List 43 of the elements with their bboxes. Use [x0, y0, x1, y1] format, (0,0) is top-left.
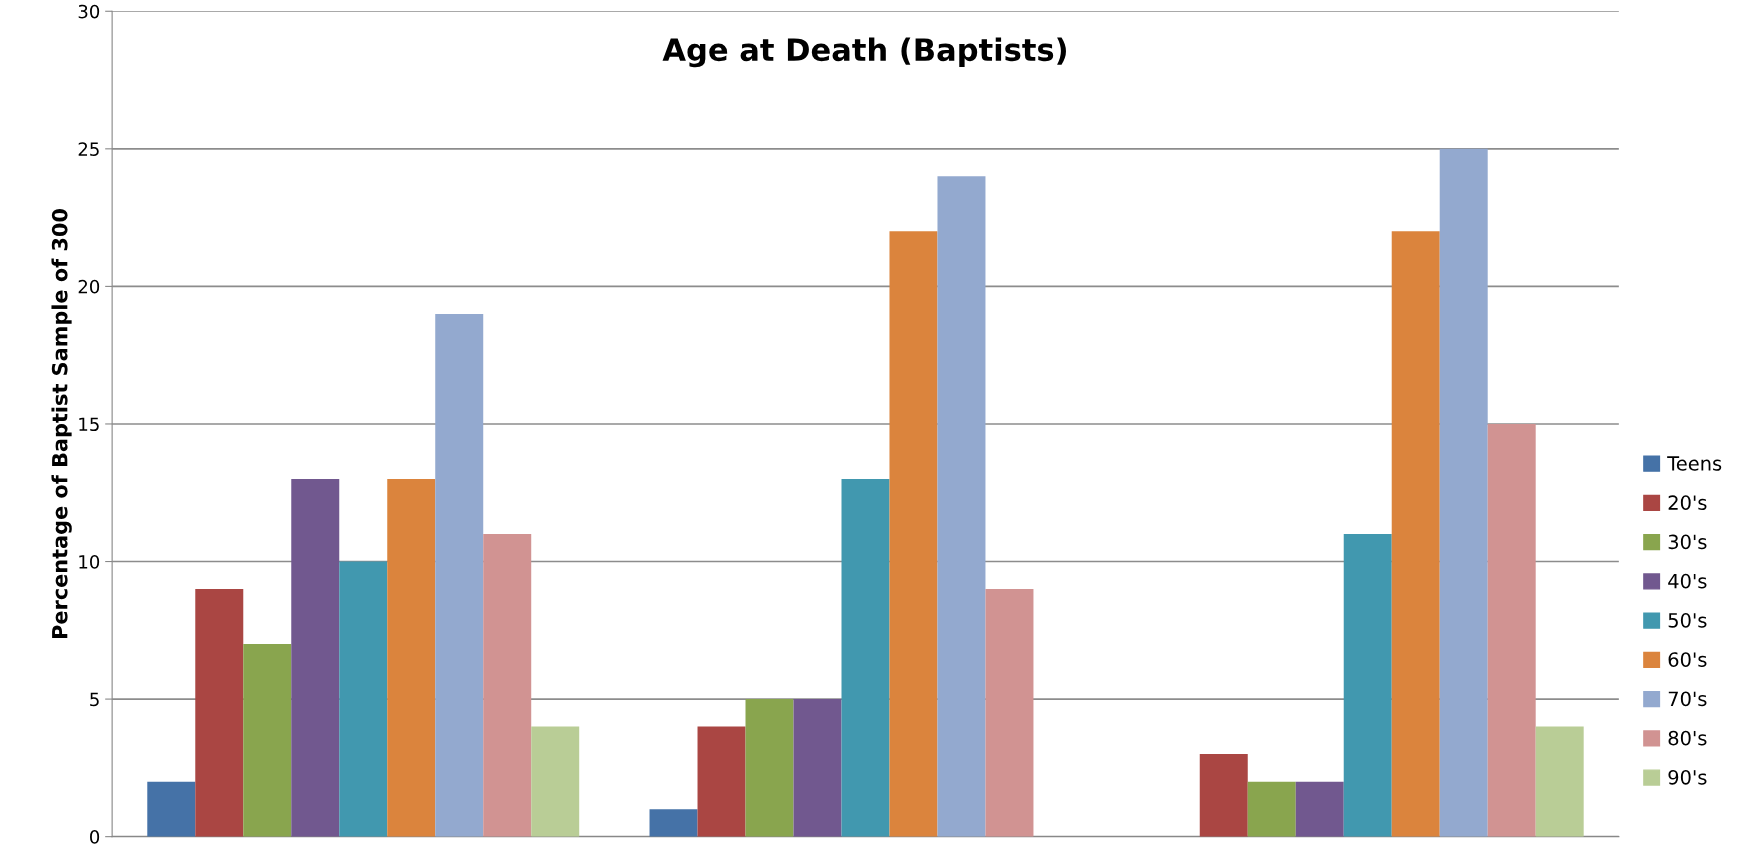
bar [649, 809, 698, 837]
legend-label: 60's [1668, 652, 1707, 667]
bar [387, 478, 436, 837]
legend-label: 30's [1668, 534, 1707, 550]
bar [147, 781, 196, 837]
text: Age at Death (Baptists) [662, 37, 1066, 68]
bar [531, 726, 580, 837]
y-tick-label: 0 [90, 830, 100, 844]
bar [1199, 754, 1248, 837]
bar [841, 478, 890, 837]
legend-label: 70's [1668, 691, 1707, 707]
bar [339, 561, 388, 837]
legend-label: 20's [1668, 495, 1707, 510]
bar [1535, 726, 1584, 837]
bar [1391, 231, 1440, 837]
bar [291, 478, 340, 837]
bar [1247, 781, 1296, 837]
legend-label: 40's [1668, 573, 1707, 589]
y-tick-label: 10 [79, 554, 100, 569]
legend-label: Teens [1667, 456, 1722, 471]
legend-label: 80's [1668, 730, 1707, 746]
bar [697, 726, 746, 837]
bar [1439, 148, 1488, 837]
bar [195, 589, 244, 837]
y-tick-label: 30 [78, 4, 100, 19]
bar [937, 176, 986, 837]
legend-label: 90's [1668, 769, 1707, 785]
y-tick-label: 25 [78, 142, 99, 156]
bar [985, 589, 1034, 837]
bar [243, 644, 292, 837]
y-tick-label: 15 [79, 417, 99, 432]
bar [745, 699, 794, 837]
bar [435, 313, 484, 837]
bar [889, 231, 938, 837]
bar [1343, 534, 1392, 837]
bar [483, 534, 532, 837]
y-tick-label: 20 [78, 279, 100, 294]
y-axis-title: Percentage of Baptist Sample of 300 [51, 209, 72, 638]
legend-label: 50's [1668, 612, 1707, 628]
bar [793, 699, 842, 837]
bar [1295, 781, 1344, 837]
bar [1487, 423, 1536, 837]
y-tick-label: 5 [90, 692, 99, 707]
